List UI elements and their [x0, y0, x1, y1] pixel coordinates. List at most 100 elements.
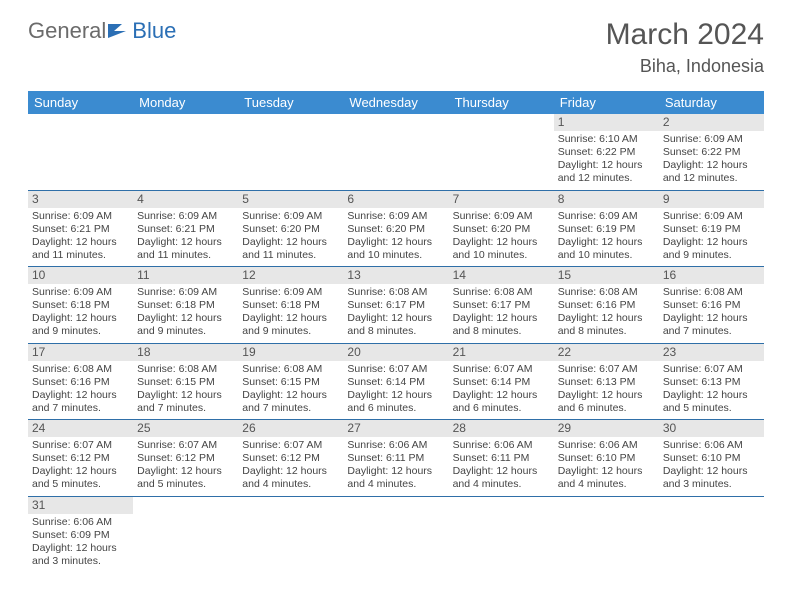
- sunset-line: Sunset: 6:17 PM: [347, 299, 444, 312]
- calendar-cell: 18Sunrise: 6:08 AMSunset: 6:15 PMDayligh…: [133, 343, 238, 420]
- sunset-line: Sunset: 6:09 PM: [32, 529, 129, 542]
- brand-part1: General: [28, 18, 106, 44]
- calendar-cell: 8Sunrise: 6:09 AMSunset: 6:19 PMDaylight…: [554, 190, 659, 267]
- daylight-line: and 4 minutes.: [558, 478, 655, 491]
- day-number: 31: [28, 497, 133, 514]
- location-label: Biha, Indonesia: [606, 56, 764, 77]
- calendar-cell: [343, 114, 448, 190]
- month-title: March 2024: [606, 18, 764, 52]
- calendar-cell: [238, 496, 343, 572]
- sunset-line: Sunset: 6:14 PM: [453, 376, 550, 389]
- day-number: 13: [343, 267, 448, 284]
- calendar-cell: [659, 496, 764, 572]
- sunrise-line: Sunrise: 6:06 AM: [558, 439, 655, 452]
- daylight-line: Daylight: 12 hours: [558, 389, 655, 402]
- sunset-line: Sunset: 6:18 PM: [32, 299, 129, 312]
- daylight-line: Daylight: 12 hours: [242, 236, 339, 249]
- sunset-line: Sunset: 6:20 PM: [347, 223, 444, 236]
- calendar-cell: 29 Sunrise: 6:06 AMSunset: 6:10 PMDayligh…: [554, 420, 659, 497]
- daylight-line: and 5 minutes.: [663, 402, 760, 415]
- sunset-line: Sunset: 6:15 PM: [137, 376, 234, 389]
- day-number: 25: [133, 420, 238, 437]
- daylight-line: Daylight: 12 hours: [347, 236, 444, 249]
- calendar-cell: 4Sunrise: 6:09 AMSunset: 6:21 PMDaylight…: [133, 190, 238, 267]
- sunrise-line: Sunrise: 6:09 AM: [663, 133, 760, 146]
- sunset-line: Sunset: 6:22 PM: [558, 146, 655, 159]
- sunrise-line: Sunrise: 6:08 AM: [242, 363, 339, 376]
- calendar-cell: [28, 114, 133, 190]
- day-number: 30: [659, 420, 764, 437]
- sunset-line: Sunset: 6:10 PM: [663, 452, 760, 465]
- calendar-cell: 5Sunrise: 6:09 AMSunset: 6:20 PMDaylight…: [238, 190, 343, 267]
- weekday-header-row: Sunday Monday Tuesday Wednesday Thursday…: [28, 91, 764, 114]
- daylight-line: Daylight: 12 hours: [453, 389, 550, 402]
- sunrise-line: Sunrise: 6:10 AM: [558, 133, 655, 146]
- weekday-header: Monday: [133, 91, 238, 114]
- sunset-line: Sunset: 6:18 PM: [242, 299, 339, 312]
- day-number: 9: [659, 191, 764, 208]
- calendar-cell: 28Sunrise: 6:06 AMSunset: 6:11 PMDayligh…: [449, 420, 554, 497]
- daylight-line: Daylight: 12 hours: [453, 465, 550, 478]
- day-number: 26: [238, 420, 343, 437]
- calendar-cell: 10Sunrise: 6:09 AMSunset: 6:18 PMDayligh…: [28, 267, 133, 344]
- sunset-line: Sunset: 6:21 PM: [137, 223, 234, 236]
- sunrise-line: Sunrise: 6:09 AM: [137, 286, 234, 299]
- daylight-line: and 12 minutes.: [663, 172, 760, 185]
- daylight-line: Daylight: 12 hours: [558, 465, 655, 478]
- daylight-line: and 10 minutes.: [558, 249, 655, 262]
- daylight-line: Daylight: 12 hours: [137, 389, 234, 402]
- sunrise-line: Sunrise: 6:06 AM: [453, 439, 550, 452]
- day-number: 16: [659, 267, 764, 284]
- weekday-header: Tuesday: [238, 91, 343, 114]
- daylight-line: Daylight: 12 hours: [558, 159, 655, 172]
- title-block: March 2024 Biha, Indonesia: [606, 18, 764, 77]
- calendar-cell: 13Sunrise: 6:08 AMSunset: 6:17 PMDayligh…: [343, 267, 448, 344]
- daylight-line: and 9 minutes.: [663, 249, 760, 262]
- sunset-line: Sunset: 6:17 PM: [453, 299, 550, 312]
- daylight-line: Daylight: 12 hours: [137, 465, 234, 478]
- sunset-line: Sunset: 6:19 PM: [558, 223, 655, 236]
- daylight-line: and 9 minutes.: [32, 325, 129, 338]
- daylight-line: and 7 minutes.: [32, 402, 129, 415]
- sunset-line: Sunset: 6:20 PM: [242, 223, 339, 236]
- daylight-line: Daylight: 12 hours: [32, 312, 129, 325]
- weekday-header: Saturday: [659, 91, 764, 114]
- daylight-line: Daylight: 12 hours: [137, 312, 234, 325]
- calendar-cell: 9Sunrise: 6:09 AMSunset: 6:19 PMDaylight…: [659, 190, 764, 267]
- calendar-row: 17Sunrise: 6:08 AMSunset: 6:16 PMDayligh…: [28, 343, 764, 420]
- sunrise-line: Sunrise: 6:09 AM: [558, 210, 655, 223]
- sunrise-line: Sunrise: 6:08 AM: [32, 363, 129, 376]
- calendar-row: 1Sunrise: 6:10 AMSunset: 6:22 PMDaylight…: [28, 114, 764, 190]
- sunrise-line: Sunrise: 6:09 AM: [32, 286, 129, 299]
- day-number: 29: [554, 420, 659, 437]
- daylight-line: and 6 minutes.: [453, 402, 550, 415]
- day-number: 12: [238, 267, 343, 284]
- sunset-line: Sunset: 6:10 PM: [558, 452, 655, 465]
- calendar-cell: 19Sunrise: 6:08 AMSunset: 6:15 PMDayligh…: [238, 343, 343, 420]
- day-number: 15: [554, 267, 659, 284]
- calendar-cell: [133, 114, 238, 190]
- brand-part2: Blue: [132, 18, 176, 44]
- sunrise-line: Sunrise: 6:09 AM: [242, 210, 339, 223]
- page-header: General Blue March 2024 Biha, Indonesia: [28, 18, 764, 77]
- sunrise-line: Sunrise: 6:07 AM: [453, 363, 550, 376]
- calendar-row: 31Sunrise: 6:06 AMSunset: 6:09 PMDayligh…: [28, 496, 764, 572]
- calendar-cell: [554, 496, 659, 572]
- sunset-line: Sunset: 6:19 PM: [663, 223, 760, 236]
- daylight-line: Daylight: 12 hours: [32, 236, 129, 249]
- day-number: 11: [133, 267, 238, 284]
- daylight-line: Daylight: 12 hours: [347, 312, 444, 325]
- calendar-cell: 6Sunrise: 6:09 AMSunset: 6:20 PMDaylight…: [343, 190, 448, 267]
- daylight-line: and 3 minutes.: [32, 555, 129, 568]
- day-number: 18: [133, 344, 238, 361]
- daylight-line: and 11 minutes.: [32, 249, 129, 262]
- calendar-cell: 26Sunrise: 6:07 AMSunset: 6:12 PMDayligh…: [238, 420, 343, 497]
- calendar-cell: 11Sunrise: 6:09 AMSunset: 6:18 PMDayligh…: [133, 267, 238, 344]
- sunset-line: Sunset: 6:20 PM: [453, 223, 550, 236]
- daylight-line: Daylight: 12 hours: [32, 465, 129, 478]
- calendar-row: 24Sunrise: 6:07 AMSunset: 6:12 PMDayligh…: [28, 420, 764, 497]
- daylight-line: Daylight: 12 hours: [347, 389, 444, 402]
- calendar-cell: 15Sunrise: 6:08 AMSunset: 6:16 PMDayligh…: [554, 267, 659, 344]
- sunset-line: Sunset: 6:11 PM: [453, 452, 550, 465]
- day-number: 21: [449, 344, 554, 361]
